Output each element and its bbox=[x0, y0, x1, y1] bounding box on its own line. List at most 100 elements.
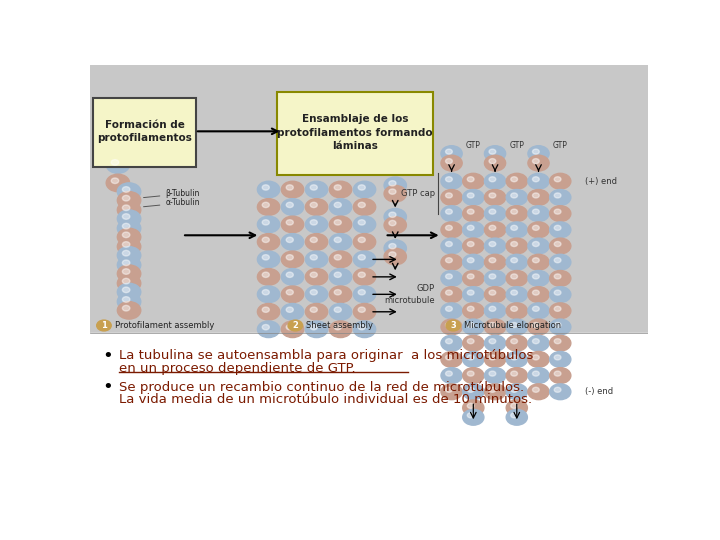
Circle shape bbox=[510, 403, 518, 408]
Circle shape bbox=[463, 319, 484, 335]
Circle shape bbox=[489, 387, 496, 393]
Circle shape bbox=[286, 220, 293, 225]
Circle shape bbox=[510, 290, 518, 295]
Circle shape bbox=[467, 413, 474, 418]
Circle shape bbox=[258, 234, 280, 250]
Circle shape bbox=[389, 244, 396, 249]
Circle shape bbox=[334, 220, 341, 225]
Circle shape bbox=[329, 216, 351, 233]
Circle shape bbox=[122, 296, 130, 302]
Circle shape bbox=[528, 368, 549, 383]
Circle shape bbox=[554, 355, 561, 360]
Circle shape bbox=[533, 209, 539, 214]
Circle shape bbox=[358, 237, 365, 242]
Circle shape bbox=[441, 238, 462, 254]
Circle shape bbox=[506, 352, 527, 367]
Circle shape bbox=[489, 290, 496, 295]
Circle shape bbox=[262, 202, 269, 207]
Circle shape bbox=[463, 238, 484, 254]
Circle shape bbox=[467, 241, 474, 247]
Circle shape bbox=[528, 287, 549, 302]
Circle shape bbox=[485, 384, 505, 400]
Circle shape bbox=[310, 220, 318, 225]
Circle shape bbox=[310, 307, 318, 312]
Circle shape bbox=[549, 222, 571, 238]
Text: GTP: GTP bbox=[553, 141, 567, 150]
Circle shape bbox=[533, 177, 539, 182]
Circle shape bbox=[510, 274, 518, 279]
Text: (+) end: (+) end bbox=[585, 177, 617, 186]
Circle shape bbox=[117, 201, 141, 219]
Text: 2: 2 bbox=[292, 321, 298, 330]
Circle shape bbox=[310, 325, 318, 330]
Circle shape bbox=[463, 368, 484, 383]
Circle shape bbox=[334, 202, 341, 207]
Circle shape bbox=[446, 159, 452, 164]
Circle shape bbox=[282, 321, 304, 338]
Circle shape bbox=[533, 193, 539, 198]
Circle shape bbox=[549, 173, 571, 189]
Circle shape bbox=[528, 155, 549, 171]
Circle shape bbox=[463, 384, 484, 400]
Circle shape bbox=[506, 400, 527, 416]
Circle shape bbox=[305, 286, 328, 302]
Text: Protofilament assembly: Protofilament assembly bbox=[114, 321, 214, 330]
Circle shape bbox=[286, 325, 293, 330]
Circle shape bbox=[329, 286, 351, 302]
Circle shape bbox=[467, 322, 474, 328]
Circle shape bbox=[282, 181, 304, 198]
FancyBboxPatch shape bbox=[93, 98, 196, 167]
Circle shape bbox=[533, 355, 539, 360]
Circle shape bbox=[334, 289, 341, 295]
Circle shape bbox=[446, 290, 452, 295]
Circle shape bbox=[262, 272, 269, 278]
Circle shape bbox=[554, 209, 561, 214]
Circle shape bbox=[122, 187, 130, 192]
Text: Se produce un recambio continuo de la red de microtúbulos.: Se produce un recambio continuo de la re… bbox=[119, 381, 524, 394]
Circle shape bbox=[528, 384, 549, 400]
Circle shape bbox=[467, 371, 474, 376]
Circle shape bbox=[358, 307, 365, 312]
Circle shape bbox=[463, 335, 484, 351]
Circle shape bbox=[305, 234, 328, 250]
Circle shape bbox=[554, 290, 561, 295]
Circle shape bbox=[358, 272, 365, 278]
Circle shape bbox=[554, 339, 561, 344]
Circle shape bbox=[533, 159, 539, 164]
Circle shape bbox=[384, 240, 406, 256]
Circle shape bbox=[446, 339, 452, 344]
Circle shape bbox=[258, 251, 280, 268]
Circle shape bbox=[489, 149, 496, 154]
Circle shape bbox=[506, 206, 527, 221]
Circle shape bbox=[489, 241, 496, 247]
Circle shape bbox=[441, 287, 462, 302]
Circle shape bbox=[122, 242, 130, 247]
Text: β-Tubulin: β-Tubulin bbox=[143, 189, 199, 198]
Circle shape bbox=[334, 185, 341, 190]
Circle shape bbox=[528, 146, 549, 161]
Circle shape bbox=[463, 271, 484, 286]
Circle shape bbox=[489, 355, 496, 360]
Circle shape bbox=[286, 185, 293, 190]
Circle shape bbox=[354, 181, 376, 198]
Circle shape bbox=[533, 306, 539, 312]
Circle shape bbox=[533, 322, 539, 328]
Circle shape bbox=[305, 303, 328, 320]
Circle shape bbox=[117, 302, 141, 319]
Circle shape bbox=[528, 238, 549, 254]
Circle shape bbox=[358, 185, 365, 190]
Circle shape bbox=[533, 274, 539, 279]
Circle shape bbox=[446, 241, 452, 247]
Circle shape bbox=[384, 185, 406, 202]
Bar bbox=[90, 65, 648, 333]
Circle shape bbox=[305, 181, 328, 198]
Circle shape bbox=[384, 248, 406, 265]
Circle shape bbox=[258, 216, 280, 233]
Circle shape bbox=[528, 335, 549, 351]
Text: La tubulina se autoensambla para originar  a los microtúbulos: La tubulina se autoensambla para origina… bbox=[119, 349, 534, 362]
Text: (-) end: (-) end bbox=[585, 387, 613, 396]
Circle shape bbox=[506, 254, 527, 270]
Circle shape bbox=[384, 208, 406, 225]
Circle shape bbox=[329, 199, 351, 215]
Circle shape bbox=[554, 387, 561, 393]
